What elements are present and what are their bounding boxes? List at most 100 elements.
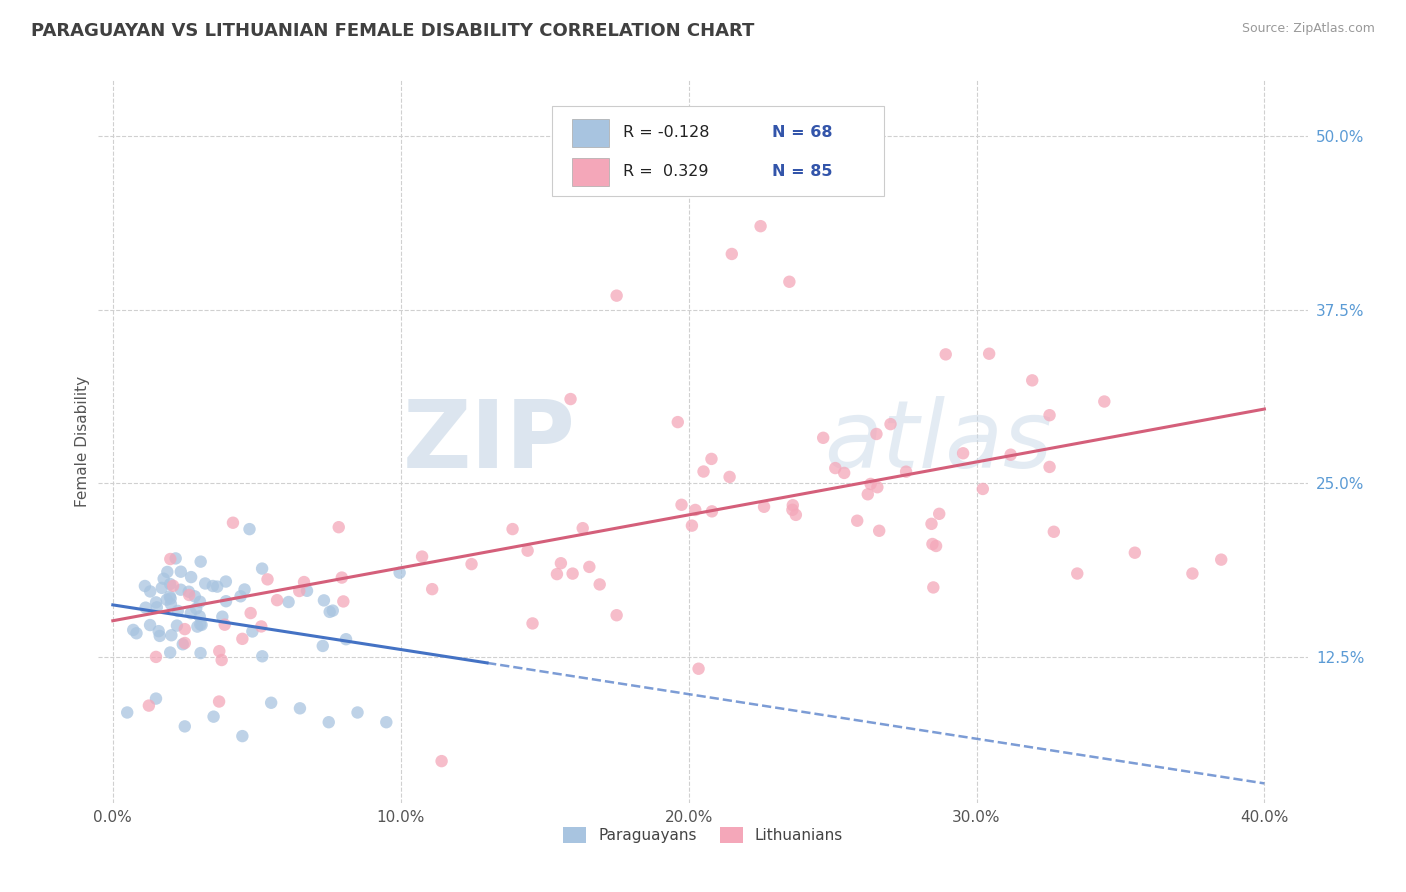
Point [184, 590, 207, 604]
Point [561, 566, 583, 581]
Point [162, 579, 184, 593]
Point [159, 646, 181, 660]
Point [578, 560, 600, 574]
Point [190, 555, 212, 569]
Point [318, 605, 340, 619]
Point [1038, 459, 1060, 474]
Text: atlas: atlas [824, 396, 1052, 487]
Point [330, 571, 353, 585]
Text: R =  0.329: R = 0.329 [623, 164, 709, 179]
Point [550, 556, 572, 570]
Point [156, 565, 179, 579]
Point [170, 582, 193, 597]
Point [160, 628, 183, 642]
Point [233, 582, 256, 597]
Point [522, 616, 544, 631]
Text: N = 68: N = 68 [772, 126, 832, 140]
Point [211, 609, 233, 624]
Point [430, 754, 453, 768]
Point [292, 575, 315, 590]
Point [824, 461, 846, 475]
Point [186, 601, 208, 615]
Point [921, 516, 943, 531]
Point [260, 696, 283, 710]
Point [606, 608, 628, 623]
Point [322, 604, 344, 618]
Point [935, 347, 957, 361]
Point [979, 347, 1001, 361]
Point [952, 446, 974, 460]
Point [460, 557, 482, 571]
Point [166, 604, 188, 618]
Point [222, 516, 245, 530]
Point [277, 595, 299, 609]
Point [700, 504, 723, 518]
Point [180, 606, 202, 620]
Point [972, 482, 994, 496]
Point [718, 470, 741, 484]
Point [1092, 394, 1115, 409]
Point [180, 570, 202, 584]
Point [546, 567, 568, 582]
Point [782, 498, 804, 512]
Point [928, 507, 950, 521]
Point [752, 500, 775, 514]
Point [671, 498, 693, 512]
Point [188, 617, 211, 632]
Point [177, 584, 200, 599]
Point [685, 503, 707, 517]
Point [328, 520, 350, 534]
Point [186, 619, 208, 633]
Y-axis label: Female Disability: Female Disability [75, 376, 90, 508]
Point [811, 431, 834, 445]
Point [145, 649, 167, 664]
Point [165, 551, 187, 566]
Text: R = -0.128: R = -0.128 [623, 126, 710, 140]
Point [134, 579, 156, 593]
Point [894, 465, 917, 479]
Point [188, 609, 211, 624]
Point [173, 719, 195, 733]
Point [135, 600, 157, 615]
Point [125, 626, 148, 640]
Text: PARAGUAYAN VS LITHUANIAN FEMALE DISABILITY CORRELATION CHART: PARAGUAYAN VS LITHUANIAN FEMALE DISABILI… [31, 22, 754, 40]
Point [150, 581, 173, 595]
Point [238, 522, 260, 536]
Point [664, 163, 686, 178]
Point [160, 597, 183, 611]
Point [879, 417, 901, 431]
Point [375, 715, 398, 730]
Point [502, 522, 524, 536]
Text: N = 85: N = 85 [772, 164, 832, 179]
Point [170, 565, 193, 579]
Point [190, 646, 212, 660]
Point [1211, 552, 1233, 566]
Point [188, 595, 211, 609]
Point [148, 624, 170, 639]
Point [688, 662, 710, 676]
Point [159, 591, 181, 606]
Point [252, 649, 274, 664]
Point [250, 561, 273, 575]
Point [589, 577, 612, 591]
Point [190, 618, 212, 632]
Point [159, 577, 181, 591]
Point [312, 639, 335, 653]
Point [173, 622, 195, 636]
Point [778, 275, 800, 289]
FancyBboxPatch shape [572, 120, 609, 146]
Point [145, 691, 167, 706]
Point [318, 715, 340, 730]
Point [229, 589, 252, 603]
Point [266, 593, 288, 607]
Point [139, 618, 162, 632]
Point [214, 617, 236, 632]
FancyBboxPatch shape [572, 158, 609, 186]
Point [346, 706, 368, 720]
Point [312, 593, 335, 607]
Point [516, 543, 538, 558]
Point [173, 636, 195, 650]
Point [700, 451, 723, 466]
Point [925, 539, 948, 553]
Point [215, 574, 238, 589]
